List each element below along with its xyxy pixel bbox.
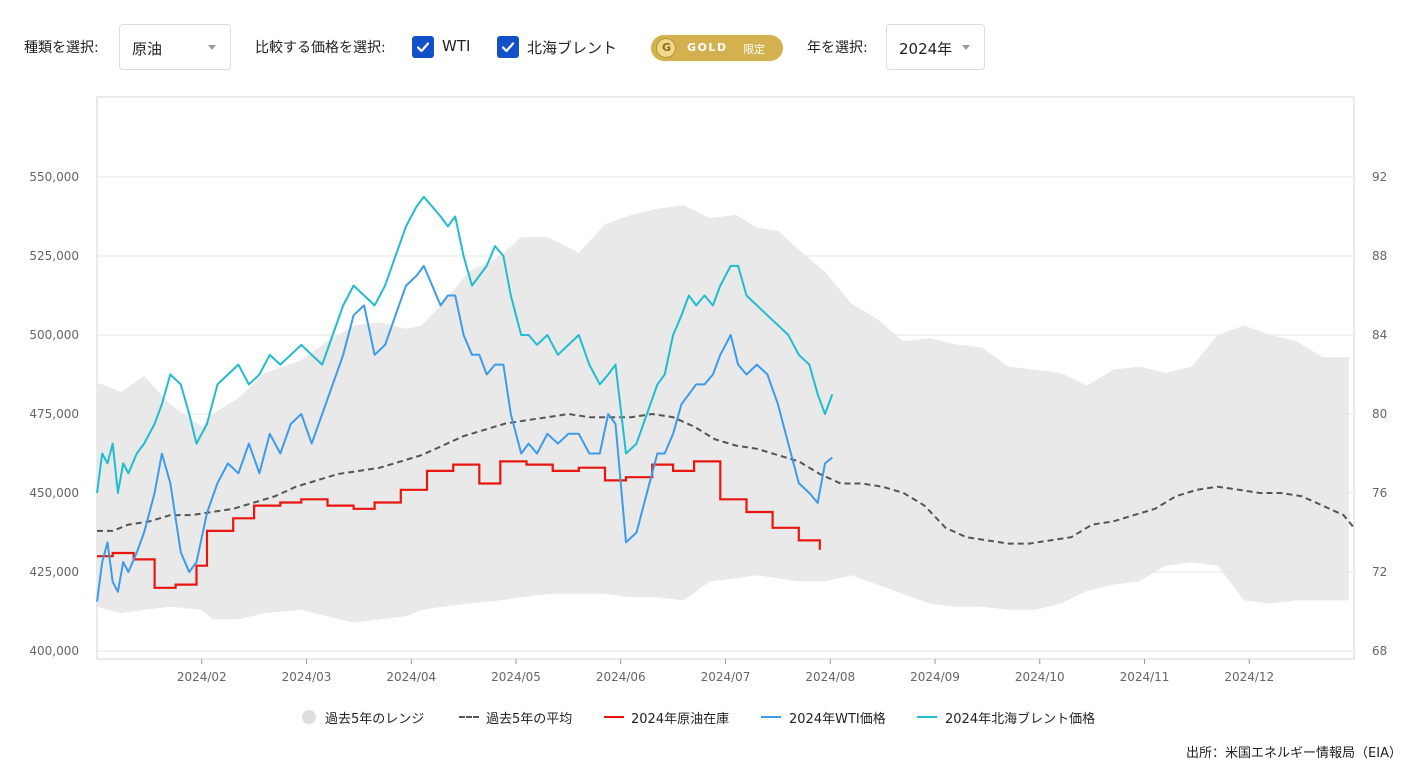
brent-checkbox-label[interactable]: 北海ブレント [527,39,618,57]
x-tick-label: 2024/07 [701,670,751,684]
year-select[interactable]: 2024年 [886,24,985,70]
right-tick-label: 80 [1372,407,1387,421]
gold-only-badge: G GOLD 限定 [651,35,783,61]
x-tick-label: 2024/11 [1120,670,1170,684]
check-icon [416,42,430,53]
wti-line [96,264,833,602]
legend-range-swatch [302,710,316,724]
chevron-down-icon [208,45,216,50]
brent-checkbox[interactable] [497,36,519,58]
gold-badge-suffix: 限定 [743,43,765,56]
year-label: 年を選択: [807,40,868,56]
right-tick-label: 76 [1372,486,1387,500]
wti-checkbox-label[interactable]: WTI [442,37,471,55]
type-label: 種類を選択: [24,40,99,56]
type-select[interactable]: 原油 [119,24,231,70]
left-tick-label: 425,000 [29,565,79,579]
x-tick-label: 2024/09 [910,670,960,684]
inventory-line [97,460,821,589]
type-select-value: 原油 [132,40,163,58]
legend-range-label[interactable]: 過去5年のレンジ [325,712,425,727]
right-tick-label: 92 [1372,170,1387,184]
x-tick-label: 2024/12 [1224,670,1274,684]
left-tick-label: 500,000 [29,328,79,342]
left-tick-label: 400,000 [29,644,79,658]
legend-brent-swatch [917,716,937,718]
gold-coin-icon: G [656,38,676,58]
x-tick-label: 2024/05 [491,670,541,684]
compare-label: 比較する価格を選択: [255,40,386,56]
x-tick-label: 2024/04 [386,670,436,684]
right-tick-label: 68 [1372,644,1387,658]
legend-average-label[interactable]: 過去5年の平均 [486,712,573,727]
legend-wti-swatch [761,716,781,718]
x-tick-label: 2024/06 [596,670,646,684]
legend-inventory-swatch [604,716,624,718]
right-tick-label: 84 [1372,328,1387,342]
gold-badge-text: GOLD [687,41,728,54]
year-select-value: 2024年 [899,40,953,58]
legend-inventory-label[interactable]: 2024年原油在庫 [631,712,730,727]
source-note: 出所：米国エネルギー情報局（EIA） [1186,746,1402,761]
left-tick-label: 475,000 [29,407,79,421]
legend-wti-label[interactable]: 2024年WTI価格 [789,712,886,727]
chevron-down-icon [962,45,970,50]
left-tick-label: 525,000 [29,249,79,263]
x-tick-label: 2024/03 [282,670,332,684]
x-tick-label: 2024/02 [177,670,227,684]
right-tick-label: 72 [1372,565,1387,579]
brent-line [96,195,834,494]
right-tick-label: 88 [1372,249,1387,263]
chart: 550,000 525,000 500,000 475,000 450,000 425,0… [29,96,1387,684]
x-tick-label: 2024/10 [1015,670,1065,684]
wti-checkbox[interactable] [412,36,434,58]
x-tick-label: 2024/08 [805,670,855,684]
left-tick-label: 550,000 [29,170,79,184]
controls-bar: 種類を選択: 原油 比較する価格を選択: WTI 北海ブレント G GOLD 限… [0,0,1412,96]
left-tick-label: 450,000 [29,486,79,500]
chart-legend: 過去5年のレンジ 過去5年の平均 2024年原油在庫 2024年WTI価格 20… [0,704,1412,728]
average-line [97,412,1355,545]
legend-average-swatch [459,716,479,718]
legend-brent-label[interactable]: 2024年北海ブレント価格 [945,712,1096,727]
check-icon [501,42,515,53]
